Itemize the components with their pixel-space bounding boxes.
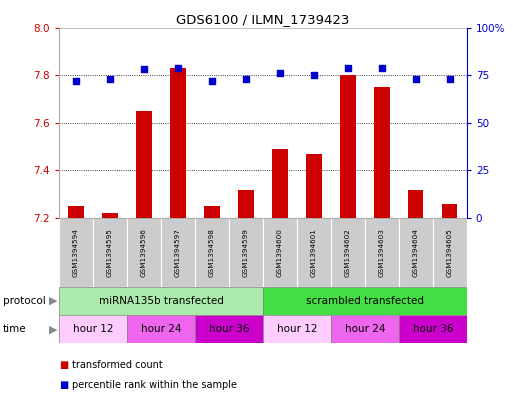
Bar: [272, 149, 288, 218]
Text: GSM1394599: GSM1394599: [243, 228, 249, 277]
Text: time: time: [3, 324, 26, 334]
Text: GSM1394602: GSM1394602: [345, 228, 351, 277]
Text: percentile rank within the sample: percentile rank within the sample: [72, 380, 237, 390]
Text: transformed count: transformed count: [72, 360, 163, 370]
Bar: [195, 218, 229, 287]
Text: hour 12: hour 12: [277, 324, 317, 334]
Text: GSM1394603: GSM1394603: [379, 228, 385, 277]
Text: GSM1394601: GSM1394601: [311, 228, 317, 277]
Bar: [263, 315, 331, 343]
Bar: [374, 87, 389, 218]
Bar: [161, 218, 195, 287]
Bar: [297, 218, 331, 287]
Bar: [442, 204, 458, 218]
Point: [412, 76, 420, 82]
Point: [106, 76, 114, 82]
Text: hour 12: hour 12: [73, 324, 113, 334]
Bar: [306, 154, 322, 218]
Bar: [365, 218, 399, 287]
Text: ▶: ▶: [49, 324, 57, 334]
Bar: [127, 218, 161, 287]
Text: GSM1394605: GSM1394605: [447, 228, 453, 277]
Bar: [340, 75, 356, 218]
Point: [344, 64, 352, 71]
Bar: [204, 206, 220, 218]
Bar: [238, 189, 253, 218]
Text: GSM1394594: GSM1394594: [73, 228, 79, 277]
Bar: [433, 218, 467, 287]
Bar: [93, 218, 127, 287]
Text: ■: ■: [59, 360, 68, 370]
Text: GSM1394596: GSM1394596: [141, 228, 147, 277]
Bar: [408, 189, 424, 218]
Text: hour 36: hour 36: [412, 324, 453, 334]
Bar: [59, 218, 93, 287]
Text: hour 24: hour 24: [345, 324, 385, 334]
Point: [242, 76, 250, 82]
Bar: [195, 315, 263, 343]
Text: ▶: ▶: [49, 296, 57, 306]
Bar: [59, 315, 127, 343]
Text: miRNA135b transfected: miRNA135b transfected: [98, 296, 223, 306]
Text: GSM1394598: GSM1394598: [209, 228, 215, 277]
Text: GSM1394604: GSM1394604: [413, 228, 419, 277]
Text: GSM1394600: GSM1394600: [277, 228, 283, 277]
Bar: [102, 213, 117, 218]
Bar: [136, 111, 152, 218]
Point: [276, 70, 284, 76]
Bar: [263, 287, 467, 315]
Text: hour 36: hour 36: [209, 324, 249, 334]
Text: GSM1394597: GSM1394597: [175, 228, 181, 277]
Text: hour 24: hour 24: [141, 324, 181, 334]
Text: GSM1394595: GSM1394595: [107, 228, 113, 277]
Bar: [263, 218, 297, 287]
Bar: [399, 218, 433, 287]
Bar: [331, 315, 399, 343]
Bar: [59, 287, 263, 315]
Bar: [68, 206, 84, 218]
Point: [72, 78, 80, 84]
Point: [174, 64, 182, 71]
Point: [208, 78, 216, 84]
Point: [140, 66, 148, 73]
Bar: [331, 218, 365, 287]
Text: protocol: protocol: [3, 296, 45, 306]
Point: [446, 76, 454, 82]
Title: GDS6100 / ILMN_1739423: GDS6100 / ILMN_1739423: [176, 13, 349, 26]
Text: ■: ■: [59, 380, 68, 390]
Bar: [229, 218, 263, 287]
Bar: [170, 68, 186, 218]
Bar: [127, 315, 195, 343]
Point: [378, 64, 386, 71]
Point: [310, 72, 318, 78]
Bar: [399, 315, 467, 343]
Text: scrambled transfected: scrambled transfected: [306, 296, 424, 306]
